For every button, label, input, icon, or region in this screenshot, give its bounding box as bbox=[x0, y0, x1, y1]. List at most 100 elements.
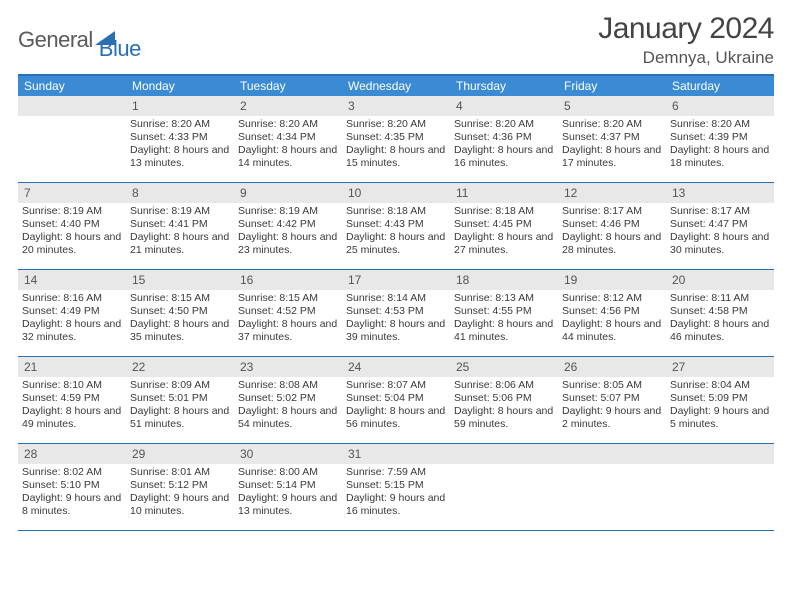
sunset-text: Sunset: 4:45 PM bbox=[454, 218, 554, 231]
day-number: 21 bbox=[24, 360, 37, 374]
day-header: Monday bbox=[126, 76, 234, 96]
sunset-text: Sunset: 4:55 PM bbox=[454, 305, 554, 318]
logo-text-blue: Blue bbox=[99, 36, 141, 62]
day-number: 15 bbox=[132, 273, 145, 287]
sunset-text: Sunset: 5:15 PM bbox=[346, 479, 446, 492]
calendar-cell: 30Sunrise: 8:00 AMSunset: 5:14 PMDayligh… bbox=[234, 444, 342, 530]
daynum-row: 30 bbox=[234, 444, 342, 464]
daynum-row: 21 bbox=[18, 357, 126, 377]
day-number: 31 bbox=[348, 447, 361, 461]
daylight-text: Daylight: 8 hours and 37 minutes. bbox=[238, 318, 338, 344]
daylight-text: Daylight: 8 hours and 15 minutes. bbox=[346, 144, 446, 170]
month-title: January 2024 bbox=[598, 12, 774, 46]
sunrise-text: Sunrise: 8:20 AM bbox=[346, 118, 446, 131]
sunset-text: Sunset: 4:47 PM bbox=[670, 218, 770, 231]
day-number: 24 bbox=[348, 360, 361, 374]
daylight-text: Daylight: 8 hours and 18 minutes. bbox=[670, 144, 770, 170]
daynum-row: 16 bbox=[234, 270, 342, 290]
sunset-text: Sunset: 4:34 PM bbox=[238, 131, 338, 144]
sunset-text: Sunset: 4:43 PM bbox=[346, 218, 446, 231]
calendar-cell: 18Sunrise: 8:13 AMSunset: 4:55 PMDayligh… bbox=[450, 270, 558, 356]
sunrise-text: Sunrise: 8:07 AM bbox=[346, 379, 446, 392]
daynum-row: 20 bbox=[666, 270, 774, 290]
sunrise-text: Sunrise: 8:20 AM bbox=[130, 118, 230, 131]
sunrise-text: Sunrise: 8:05 AM bbox=[562, 379, 662, 392]
sunset-text: Sunset: 4:36 PM bbox=[454, 131, 554, 144]
daylight-text: Daylight: 8 hours and 21 minutes. bbox=[130, 231, 230, 257]
daynum-row: 31 bbox=[342, 444, 450, 464]
daylight-text: Daylight: 8 hours and 32 minutes. bbox=[22, 318, 122, 344]
daynum-row: 15 bbox=[126, 270, 234, 290]
calendar-cell: 11Sunrise: 8:18 AMSunset: 4:45 PMDayligh… bbox=[450, 183, 558, 269]
daylight-text: Daylight: 8 hours and 49 minutes. bbox=[22, 405, 122, 431]
week-row: 21Sunrise: 8:10 AMSunset: 4:59 PMDayligh… bbox=[18, 357, 774, 444]
sunrise-text: Sunrise: 8:11 AM bbox=[670, 292, 770, 305]
day-number: 12 bbox=[564, 186, 577, 200]
sunset-text: Sunset: 4:53 PM bbox=[346, 305, 446, 318]
daylight-text: Daylight: 9 hours and 8 minutes. bbox=[22, 492, 122, 518]
calendar-cell: 26Sunrise: 8:05 AMSunset: 5:07 PMDayligh… bbox=[558, 357, 666, 443]
day-number: 13 bbox=[672, 186, 685, 200]
calendar-cell: 23Sunrise: 8:08 AMSunset: 5:02 PMDayligh… bbox=[234, 357, 342, 443]
daynum-row: 25 bbox=[450, 357, 558, 377]
daynum-row: 3 bbox=[342, 96, 450, 116]
sunrise-text: Sunrise: 8:10 AM bbox=[22, 379, 122, 392]
day-number: 9 bbox=[240, 186, 247, 200]
day-number: 14 bbox=[24, 273, 37, 287]
daynum-row: 9 bbox=[234, 183, 342, 203]
sunset-text: Sunset: 4:46 PM bbox=[562, 218, 662, 231]
daynum-row: 19 bbox=[558, 270, 666, 290]
sunset-text: Sunset: 4:35 PM bbox=[346, 131, 446, 144]
daylight-text: Daylight: 9 hours and 5 minutes. bbox=[670, 405, 770, 431]
daynum-row: 17 bbox=[342, 270, 450, 290]
daynum-row: 10 bbox=[342, 183, 450, 203]
day-number: 25 bbox=[456, 360, 469, 374]
sunset-text: Sunset: 5:07 PM bbox=[562, 392, 662, 405]
daylight-text: Daylight: 8 hours and 59 minutes. bbox=[454, 405, 554, 431]
sunset-text: Sunset: 4:58 PM bbox=[670, 305, 770, 318]
calendar-cell: 29Sunrise: 8:01 AMSunset: 5:12 PMDayligh… bbox=[126, 444, 234, 530]
sunrise-text: Sunrise: 8:02 AM bbox=[22, 466, 122, 479]
daylight-text: Daylight: 9 hours and 10 minutes. bbox=[130, 492, 230, 518]
day-number: 18 bbox=[456, 273, 469, 287]
sunset-text: Sunset: 4:37 PM bbox=[562, 131, 662, 144]
calendar-cell: 17Sunrise: 8:14 AMSunset: 4:53 PMDayligh… bbox=[342, 270, 450, 356]
calendar-cell: 14Sunrise: 8:16 AMSunset: 4:49 PMDayligh… bbox=[18, 270, 126, 356]
calendar-cell: 27Sunrise: 8:04 AMSunset: 5:09 PMDayligh… bbox=[666, 357, 774, 443]
daylight-text: Daylight: 8 hours and 28 minutes. bbox=[562, 231, 662, 257]
day-number: 10 bbox=[348, 186, 361, 200]
day-header: Thursday bbox=[450, 76, 558, 96]
calendar-cell: . bbox=[450, 444, 558, 530]
day-number: 29 bbox=[132, 447, 145, 461]
daylight-text: Daylight: 8 hours and 23 minutes. bbox=[238, 231, 338, 257]
calendar-cell: 31Sunrise: 7:59 AMSunset: 5:15 PMDayligh… bbox=[342, 444, 450, 530]
daylight-text: Daylight: 8 hours and 16 minutes. bbox=[454, 144, 554, 170]
logo: General Blue bbox=[18, 12, 141, 62]
sunrise-text: Sunrise: 8:14 AM bbox=[346, 292, 446, 305]
week-row: .1Sunrise: 8:20 AMSunset: 4:33 PMDayligh… bbox=[18, 96, 774, 183]
daylight-text: Daylight: 9 hours and 13 minutes. bbox=[238, 492, 338, 518]
daylight-text: Daylight: 8 hours and 30 minutes. bbox=[670, 231, 770, 257]
daynum-row: 4 bbox=[450, 96, 558, 116]
sunset-text: Sunset: 4:40 PM bbox=[22, 218, 122, 231]
sunrise-text: Sunrise: 8:20 AM bbox=[454, 118, 554, 131]
sunrise-text: Sunrise: 8:09 AM bbox=[130, 379, 230, 392]
calendar-cell: 21Sunrise: 8:10 AMSunset: 4:59 PMDayligh… bbox=[18, 357, 126, 443]
day-header: Friday bbox=[558, 76, 666, 96]
daylight-text: Daylight: 8 hours and 56 minutes. bbox=[346, 405, 446, 431]
sunrise-text: Sunrise: 8:18 AM bbox=[454, 205, 554, 218]
daynum-row: 7 bbox=[18, 183, 126, 203]
day-number: 16 bbox=[240, 273, 253, 287]
day-number: 26 bbox=[564, 360, 577, 374]
daynum-row: 11 bbox=[450, 183, 558, 203]
sunrise-text: Sunrise: 8:18 AM bbox=[346, 205, 446, 218]
day-number: 3 bbox=[348, 99, 355, 113]
day-number: 11 bbox=[456, 186, 468, 200]
daylight-text: Daylight: 8 hours and 44 minutes. bbox=[562, 318, 662, 344]
sunset-text: Sunset: 5:14 PM bbox=[238, 479, 338, 492]
sunrise-text: Sunrise: 8:19 AM bbox=[130, 205, 230, 218]
sunrise-text: Sunrise: 8:04 AM bbox=[670, 379, 770, 392]
day-header: Sunday bbox=[18, 76, 126, 96]
day-number: 7 bbox=[24, 186, 31, 200]
day-number: 1 bbox=[132, 99, 139, 113]
